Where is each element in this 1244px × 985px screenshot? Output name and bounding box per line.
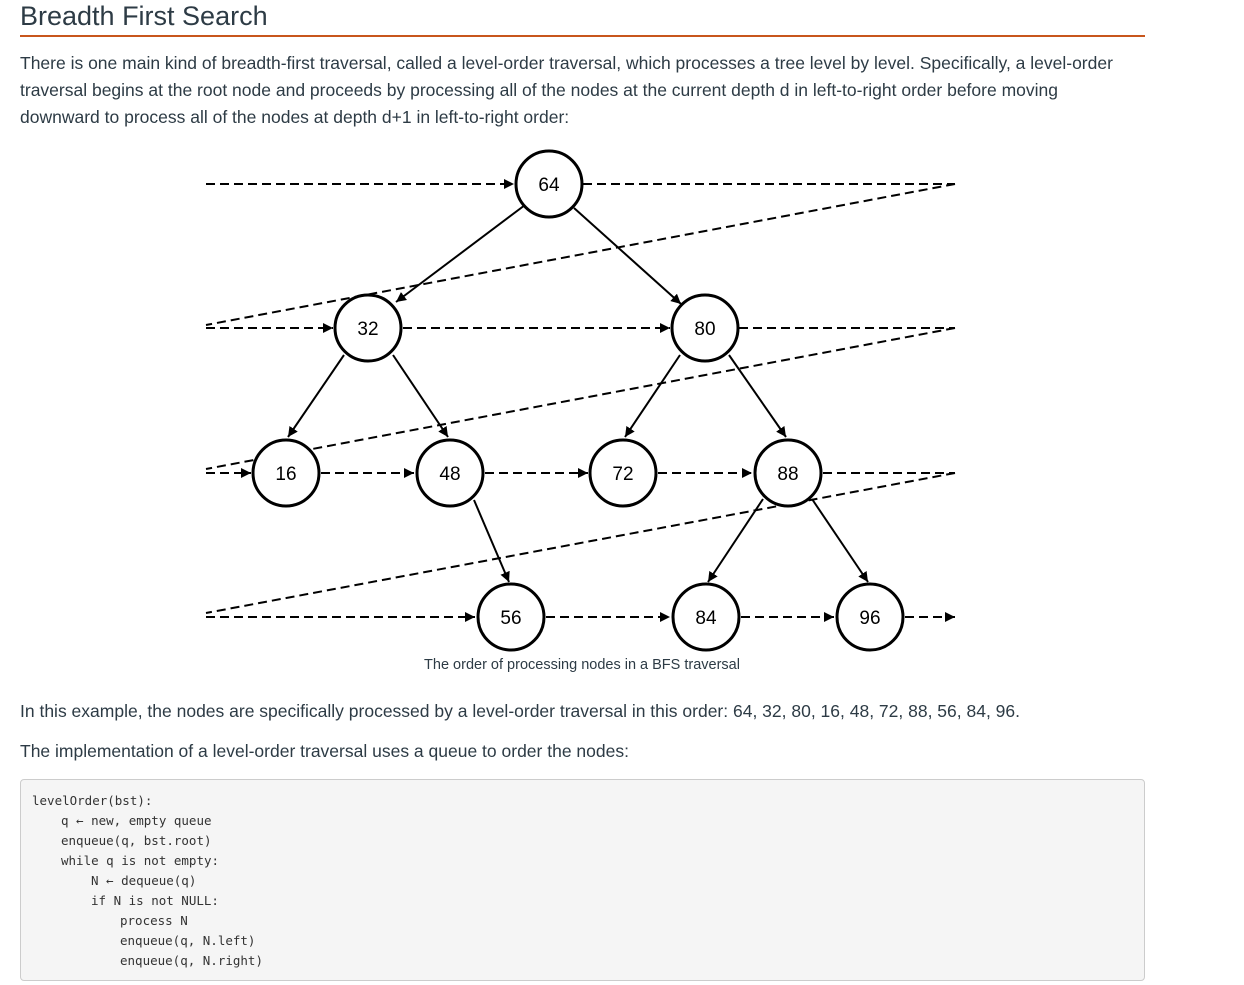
tree-edge-32-48 bbox=[392, 354, 449, 438]
order-paragraph: In this example, the nodes are specifica… bbox=[20, 701, 1021, 721]
tree-edge-64-32 bbox=[395, 204, 526, 303]
code-line: process N bbox=[120, 913, 188, 928]
code-line: q ← new, empty queue bbox=[61, 813, 212, 828]
node-label: 88 bbox=[777, 464, 798, 485]
tree-node-88: 88 bbox=[753, 438, 823, 508]
code-line: levelOrder(bst): bbox=[32, 793, 153, 808]
tree-node-48: 48 bbox=[415, 438, 485, 508]
tree-edge-88-96 bbox=[811, 498, 869, 583]
code-line: enqueue(q, N.left) bbox=[120, 933, 256, 948]
tree-edge-48-56 bbox=[473, 499, 510, 583]
node-label: 56 bbox=[500, 608, 521, 629]
node-label: 16 bbox=[275, 464, 296, 485]
tree-node-32: 32 bbox=[333, 293, 403, 363]
traversal-segment bbox=[205, 472, 956, 614]
node-label: 64 bbox=[538, 175, 560, 196]
tree-edge-88-84 bbox=[707, 498, 764, 583]
code-line: enqueue(q, bst.root) bbox=[61, 833, 212, 848]
traversal-segment bbox=[205, 183, 956, 326]
tree-edge-80-88 bbox=[728, 354, 787, 438]
node-label: 32 bbox=[357, 319, 378, 340]
implementation-paragraph: The implementation of a level-order trav… bbox=[20, 741, 629, 761]
node-label: 80 bbox=[694, 319, 715, 340]
tree-node-96: 96 bbox=[835, 582, 905, 652]
node-label: 72 bbox=[612, 464, 633, 485]
tree-node-72: 72 bbox=[588, 438, 658, 508]
tree-edge-32-16 bbox=[287, 354, 345, 438]
bfs-figure: 64 32 80 16 48 72 88 56 bbox=[0, 140, 1244, 685]
node-label: 48 bbox=[439, 464, 460, 485]
code-line: N ← dequeue(q) bbox=[91, 873, 197, 888]
tree-node-56: 56 bbox=[476, 582, 546, 652]
code-line: enqueue(q, N.right) bbox=[120, 953, 263, 968]
traversal-path bbox=[205, 179, 956, 622]
code-line: if N is not NULL: bbox=[91, 893, 219, 908]
tree-node-64: 64 bbox=[514, 149, 584, 219]
tree-node-80: 80 bbox=[670, 293, 740, 363]
code-line: while q is not empty: bbox=[61, 853, 220, 868]
bfs-tree-diagram: 64 32 80 16 48 72 88 56 bbox=[205, 149, 956, 652]
intro-paragraph: There is one main kind of breadth-first … bbox=[20, 53, 1113, 127]
figure-caption: The order of processing nodes in a BFS t… bbox=[424, 657, 740, 673]
node-label: 96 bbox=[859, 608, 880, 629]
tree-edges bbox=[287, 204, 869, 583]
tree-edge-64-80 bbox=[573, 207, 682, 305]
traversal-segment bbox=[205, 327, 956, 470]
tree-node-84: 84 bbox=[671, 582, 741, 652]
tree-edge-80-72 bbox=[624, 354, 681, 438]
node-label: 84 bbox=[695, 608, 717, 629]
page-title: Breadth First Search bbox=[20, 0, 1145, 37]
tree-node-16: 16 bbox=[251, 438, 321, 508]
code-block: levelOrder(bst): q ← new, empty queue en… bbox=[20, 779, 1145, 981]
